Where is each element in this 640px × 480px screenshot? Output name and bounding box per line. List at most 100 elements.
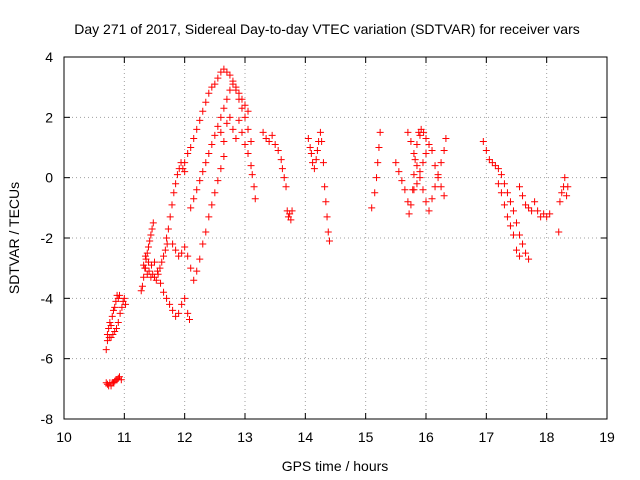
- data-point: [106, 318, 114, 326]
- x-tick-label: 13: [237, 429, 253, 445]
- data-point: [118, 303, 126, 311]
- y-tick-label: -4: [41, 290, 54, 306]
- data-point: [503, 189, 511, 197]
- data-point: [111, 328, 119, 336]
- data-point: [247, 137, 255, 145]
- data-point: [440, 147, 448, 155]
- data-point: [120, 294, 128, 302]
- data-point: [268, 131, 276, 139]
- data-point: [223, 95, 231, 103]
- data-point: [431, 183, 439, 191]
- data-point: [250, 183, 258, 191]
- y-tick-label: -2: [41, 230, 54, 246]
- data-point: [166, 300, 174, 308]
- data-point: [214, 122, 222, 130]
- data-point: [288, 207, 296, 215]
- data-point: [145, 267, 153, 275]
- data-point: [172, 246, 180, 254]
- data-point: [199, 168, 207, 176]
- data-point: [422, 198, 430, 206]
- data-point: [375, 144, 383, 151]
- data-point: [442, 134, 450, 142]
- data-point: [172, 180, 180, 188]
- data-point: [107, 321, 115, 329]
- data-point: [208, 83, 216, 91]
- data-point: [280, 174, 288, 182]
- data-point: [241, 140, 249, 148]
- data-point: [494, 165, 502, 173]
- data-point: [158, 258, 166, 266]
- x-tick-label: 14: [298, 429, 314, 445]
- data-point: [419, 186, 427, 194]
- data-point: [217, 165, 225, 173]
- data-point: [322, 198, 330, 206]
- data-point: [148, 225, 156, 233]
- data-point: [556, 198, 564, 206]
- data-point: [516, 183, 524, 191]
- y-axis-label: SDTVAR / TECUs: [6, 182, 22, 294]
- data-point: [220, 153, 228, 161]
- data-point: [185, 315, 193, 323]
- data-point: [190, 195, 198, 203]
- data-point: [416, 131, 424, 139]
- data-point: [181, 243, 189, 251]
- plot-frame: [63, 56, 608, 420]
- data-point: [205, 89, 213, 97]
- data-point: [509, 231, 517, 239]
- data-point: [376, 128, 384, 136]
- data-point: [226, 113, 234, 121]
- data-point: [561, 174, 569, 182]
- data-point: [235, 89, 243, 97]
- data-point: [422, 134, 430, 142]
- x-tick-label: 15: [358, 429, 374, 445]
- data-point: [321, 183, 329, 191]
- data-point: [196, 255, 204, 263]
- data-point: [214, 177, 222, 185]
- data-point: [398, 177, 406, 185]
- data-point: [513, 246, 520, 254]
- data-point: [274, 147, 282, 155]
- data-point: [181, 159, 189, 167]
- data-point: [114, 374, 122, 382]
- data-point: [109, 306, 117, 314]
- data-point: [373, 174, 381, 182]
- data-point: [368, 204, 376, 212]
- data-point: [205, 150, 213, 158]
- data-point: [178, 249, 186, 257]
- data-point: [437, 183, 445, 191]
- data-point: [169, 306, 177, 314]
- data-point: [193, 186, 201, 194]
- data-point: [525, 255, 533, 263]
- data-point: [214, 74, 222, 82]
- data-point: [168, 201, 176, 209]
- data-point: [374, 159, 382, 167]
- data-point: [116, 373, 124, 381]
- data-point: [179, 165, 187, 173]
- data-point: [172, 312, 180, 320]
- data-point: [107, 334, 115, 342]
- data-point: [140, 273, 148, 281]
- data-point: [208, 201, 216, 209]
- data-point: [147, 261, 155, 269]
- data-point: [220, 137, 228, 145]
- data-point: [497, 171, 505, 179]
- data-point: [497, 189, 505, 197]
- data-point: [181, 168, 189, 176]
- data-point: [147, 231, 155, 239]
- y-tick-label: 2: [45, 109, 53, 125]
- x-tick-label: 17: [479, 429, 495, 445]
- data-point: [161, 246, 169, 254]
- data-point: [187, 144, 195, 151]
- data-point: [241, 101, 249, 109]
- data-point: [202, 98, 210, 106]
- data-point: [428, 195, 436, 203]
- data-point: [116, 309, 124, 317]
- data-point: [229, 80, 237, 88]
- data-point: [223, 68, 231, 76]
- data-point: [416, 168, 424, 176]
- data-point: [564, 183, 572, 191]
- data-point: [309, 159, 317, 167]
- data-point: [262, 134, 270, 142]
- data-point: [319, 159, 327, 167]
